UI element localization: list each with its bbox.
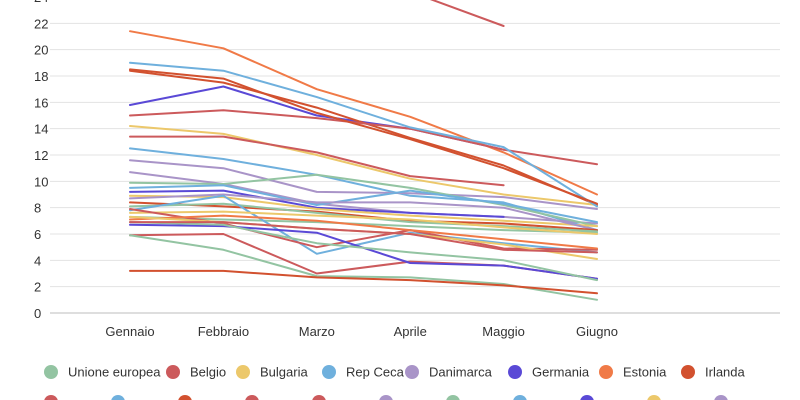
x-tick-label: Gennaio (105, 324, 154, 339)
x-tick-label: Giugno (576, 324, 618, 339)
series-line (129, 210, 598, 235)
legend-marker (714, 395, 728, 400)
series-line (129, 194, 598, 255)
legend-marker (245, 395, 259, 400)
legend-marker (44, 365, 58, 379)
series-line (429, 0, 505, 27)
legend-marker (166, 365, 180, 379)
legend-label: Germania (532, 365, 590, 380)
series-line (129, 68, 598, 205)
legend-marker (379, 395, 393, 400)
legend-marker (405, 365, 419, 379)
series-line (129, 193, 598, 232)
legend-label: Bulgaria (260, 365, 308, 380)
y-tick-label: 0 (34, 306, 41, 321)
legend-marker (508, 365, 522, 379)
y-tick-label: 10 (34, 174, 48, 189)
legend-marker (681, 365, 695, 379)
y-tick-label: 20 (34, 43, 48, 58)
series-line (129, 61, 598, 208)
series-line (129, 194, 598, 228)
legend-marker (446, 395, 460, 400)
x-tick-label: Aprile (394, 324, 427, 339)
y-tick-label: 18 (34, 69, 48, 84)
y-tick-label: 2 (34, 280, 41, 295)
series-line (129, 201, 598, 232)
legend-marker (111, 395, 125, 400)
legend-label: Danimarca (429, 365, 493, 380)
series-line (129, 221, 598, 254)
series-line (129, 214, 598, 250)
legend-marker (580, 395, 594, 400)
legend-label: Estonia (623, 365, 667, 380)
y-tick-label: 22 (34, 16, 48, 31)
legend-label: Belgio (190, 365, 226, 380)
legend: Unione europea Belgio Bulgaria Rep Ceca Dani… (44, 365, 746, 400)
series-line (129, 215, 598, 234)
legend-marker (236, 365, 250, 379)
x-tick-label: Maggio (482, 324, 525, 339)
series-line (129, 30, 598, 196)
series-lines (129, 0, 598, 301)
y-tick-label: 16 (34, 95, 48, 110)
legend-label: Unione europea (68, 365, 161, 380)
legend-marker (312, 395, 326, 400)
series-line (129, 184, 598, 224)
y-axis-ticks: 024681012141618202224 (34, 0, 48, 321)
series-line (129, 189, 505, 218)
gridlines (50, 22, 780, 314)
legend-marker (178, 395, 192, 400)
y-tick-label: 14 (34, 122, 48, 137)
legend-marker (322, 365, 336, 379)
x-tick-label: Febbraio (198, 324, 249, 339)
legend-marker (513, 395, 527, 400)
series-line (129, 171, 598, 225)
legend-marker (44, 395, 58, 400)
y-tick-label: 6 (34, 227, 41, 242)
series-line (129, 269, 598, 295)
series-line (129, 221, 598, 282)
series-line (129, 135, 505, 187)
y-tick-label: 12 (34, 148, 48, 163)
legend-marker (647, 395, 661, 400)
x-tick-label: Marzo (299, 324, 335, 339)
x-axis-ticks: Gennaio Febbraio Marzo Aprile Maggio Giugno (105, 324, 618, 339)
legend-marker (599, 365, 613, 379)
y-tick-label: 24 (34, 0, 48, 5)
series-line (129, 109, 598, 166)
series-line (129, 173, 598, 228)
series-line (129, 159, 598, 210)
y-tick-label: 8 (34, 201, 41, 216)
y-tick-label: 4 (34, 253, 41, 268)
legend-label: Rep Ceca (346, 365, 405, 380)
legend-label: Irlanda (705, 365, 746, 380)
series-line (129, 125, 598, 206)
